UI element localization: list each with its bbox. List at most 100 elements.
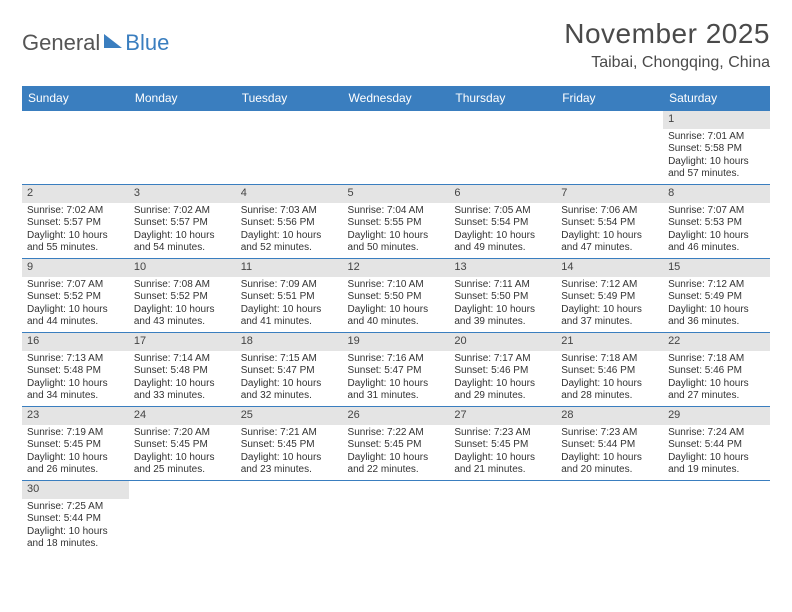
daylight-line: Daylight: 10 hours <box>134 230 231 243</box>
day-cell: 14Sunrise: 7:12 AMSunset: 5:49 PMDayligh… <box>556 259 663 333</box>
daylight-line: Daylight: 10 hours <box>668 378 765 391</box>
day-body: Sunrise: 7:19 AMSunset: 5:45 PMDaylight:… <box>22 425 129 480</box>
sunset-line: Sunset: 5:44 PM <box>27 513 124 526</box>
daylight-line2: and 28 minutes. <box>561 390 658 403</box>
day-body: Sunrise: 7:04 AMSunset: 5:55 PMDaylight:… <box>343 203 450 258</box>
day-number: 18 <box>236 333 343 351</box>
daylight-line: Daylight: 10 hours <box>454 378 551 391</box>
daylight-line2: and 26 minutes. <box>27 464 124 477</box>
day-cell: 12Sunrise: 7:10 AMSunset: 5:50 PMDayligh… <box>343 259 450 333</box>
sunset-line: Sunset: 5:57 PM <box>27 217 124 230</box>
daylight-line: Daylight: 10 hours <box>668 156 765 169</box>
daylight-line: Daylight: 10 hours <box>348 378 445 391</box>
daylight-line2: and 52 minutes. <box>241 242 338 255</box>
daylight-line: Daylight: 10 hours <box>27 304 124 317</box>
sunrise-line: Sunrise: 7:07 AM <box>668 205 765 218</box>
sail-icon <box>104 34 122 48</box>
location: Taibai, Chongqing, China <box>564 54 770 72</box>
daylight-line2: and 36 minutes. <box>668 316 765 329</box>
sunset-line: Sunset: 5:53 PM <box>668 217 765 230</box>
daylight-line2: and 54 minutes. <box>134 242 231 255</box>
daylight-line2: and 20 minutes. <box>561 464 658 477</box>
daylight-line2: and 37 minutes. <box>561 316 658 329</box>
empty-cell <box>236 481 343 555</box>
day-body: Sunrise: 7:14 AMSunset: 5:48 PMDaylight:… <box>129 351 236 406</box>
daylight-line2: and 39 minutes. <box>454 316 551 329</box>
calendar-row: 1Sunrise: 7:01 AMSunset: 5:58 PMDaylight… <box>22 111 770 185</box>
day-body: Sunrise: 7:06 AMSunset: 5:54 PMDaylight:… <box>556 203 663 258</box>
sunrise-line: Sunrise: 7:05 AM <box>454 205 551 218</box>
empty-cell <box>343 481 450 555</box>
day-cell: 24Sunrise: 7:20 AMSunset: 5:45 PMDayligh… <box>129 407 236 481</box>
sunset-line: Sunset: 5:45 PM <box>454 439 551 452</box>
sunrise-line: Sunrise: 7:23 AM <box>454 427 551 440</box>
sunrise-line: Sunrise: 7:18 AM <box>668 353 765 366</box>
day-number: 26 <box>343 407 450 425</box>
day-header: Monday <box>129 86 236 111</box>
day-body: Sunrise: 7:20 AMSunset: 5:45 PMDaylight:… <box>129 425 236 480</box>
empty-cell <box>449 481 556 555</box>
day-number: 28 <box>556 407 663 425</box>
sunrise-line: Sunrise: 7:24 AM <box>668 427 765 440</box>
day-body: Sunrise: 7:13 AMSunset: 5:48 PMDaylight:… <box>22 351 129 406</box>
day-body: Sunrise: 7:23 AMSunset: 5:45 PMDaylight:… <box>449 425 556 480</box>
day-number: 11 <box>236 259 343 277</box>
month-title: November 2025 <box>564 18 770 50</box>
empty-cell <box>556 111 663 185</box>
sunset-line: Sunset: 5:49 PM <box>668 291 765 304</box>
sunset-line: Sunset: 5:58 PM <box>668 143 765 156</box>
day-number: 5 <box>343 185 450 203</box>
sunset-line: Sunset: 5:48 PM <box>27 365 124 378</box>
logo-text-blue: Blue <box>125 30 169 56</box>
day-number: 15 <box>663 259 770 277</box>
day-number: 21 <box>556 333 663 351</box>
day-cell: 8Sunrise: 7:07 AMSunset: 5:53 PMDaylight… <box>663 185 770 259</box>
daylight-line2: and 50 minutes. <box>348 242 445 255</box>
daylight-line: Daylight: 10 hours <box>134 378 231 391</box>
empty-cell <box>22 111 129 185</box>
day-body: Sunrise: 7:18 AMSunset: 5:46 PMDaylight:… <box>556 351 663 406</box>
logo-text-general: General <box>22 30 100 56</box>
daylight-line: Daylight: 10 hours <box>561 304 658 317</box>
sunrise-line: Sunrise: 7:14 AM <box>134 353 231 366</box>
sunset-line: Sunset: 5:49 PM <box>561 291 658 304</box>
sunrise-line: Sunrise: 7:13 AM <box>27 353 124 366</box>
daylight-line2: and 34 minutes. <box>27 390 124 403</box>
empty-cell <box>449 111 556 185</box>
day-body: Sunrise: 7:17 AMSunset: 5:46 PMDaylight:… <box>449 351 556 406</box>
day-header: Wednesday <box>343 86 450 111</box>
daylight-line2: and 25 minutes. <box>134 464 231 477</box>
day-body: Sunrise: 7:02 AMSunset: 5:57 PMDaylight:… <box>22 203 129 258</box>
sunrise-line: Sunrise: 7:17 AM <box>454 353 551 366</box>
day-number: 16 <box>22 333 129 351</box>
day-number: 7 <box>556 185 663 203</box>
sunrise-line: Sunrise: 7:23 AM <box>561 427 658 440</box>
sunset-line: Sunset: 5:45 PM <box>27 439 124 452</box>
empty-cell <box>663 481 770 555</box>
sunset-line: Sunset: 5:52 PM <box>134 291 231 304</box>
sunrise-line: Sunrise: 7:08 AM <box>134 279 231 292</box>
sunset-line: Sunset: 5:45 PM <box>348 439 445 452</box>
day-cell: 20Sunrise: 7:17 AMSunset: 5:46 PMDayligh… <box>449 333 556 407</box>
sunset-line: Sunset: 5:50 PM <box>348 291 445 304</box>
day-number: 27 <box>449 407 556 425</box>
day-body: Sunrise: 7:11 AMSunset: 5:50 PMDaylight:… <box>449 277 556 332</box>
day-number: 9 <box>22 259 129 277</box>
day-body: Sunrise: 7:12 AMSunset: 5:49 PMDaylight:… <box>556 277 663 332</box>
day-cell: 29Sunrise: 7:24 AMSunset: 5:44 PMDayligh… <box>663 407 770 481</box>
day-number: 8 <box>663 185 770 203</box>
day-cell: 17Sunrise: 7:14 AMSunset: 5:48 PMDayligh… <box>129 333 236 407</box>
sunrise-line: Sunrise: 7:02 AM <box>134 205 231 218</box>
daylight-line2: and 18 minutes. <box>27 538 124 551</box>
daylight-line2: and 55 minutes. <box>27 242 124 255</box>
sunset-line: Sunset: 5:51 PM <box>241 291 338 304</box>
daylight-line: Daylight: 10 hours <box>134 304 231 317</box>
daylight-line: Daylight: 10 hours <box>668 304 765 317</box>
day-body: Sunrise: 7:25 AMSunset: 5:44 PMDaylight:… <box>22 499 129 554</box>
daylight-line: Daylight: 10 hours <box>27 526 124 539</box>
daylight-line: Daylight: 10 hours <box>668 452 765 465</box>
daylight-line2: and 22 minutes. <box>348 464 445 477</box>
calendar-row: 30Sunrise: 7:25 AMSunset: 5:44 PMDayligh… <box>22 481 770 555</box>
daylight-line2: and 46 minutes. <box>668 242 765 255</box>
daylight-line2: and 49 minutes. <box>454 242 551 255</box>
